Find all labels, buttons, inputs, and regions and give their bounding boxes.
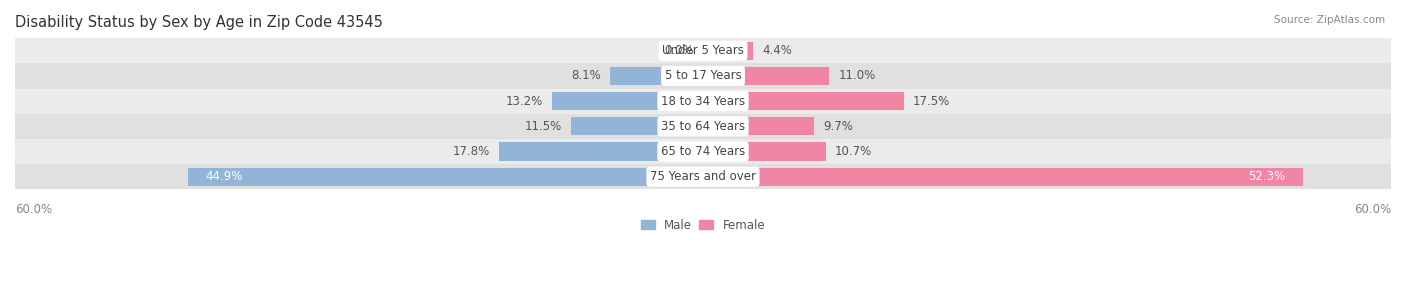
Text: 0.0%: 0.0% xyxy=(664,44,693,57)
Text: 75 Years and over: 75 Years and over xyxy=(650,170,756,183)
Text: Under 5 Years: Under 5 Years xyxy=(662,44,744,57)
Text: 11.5%: 11.5% xyxy=(524,120,562,133)
Bar xyxy=(551,92,703,110)
Text: 4.4%: 4.4% xyxy=(762,44,793,57)
Text: 65 to 74 Years: 65 to 74 Years xyxy=(661,145,745,158)
Text: 13.2%: 13.2% xyxy=(505,95,543,108)
Bar xyxy=(703,42,754,60)
Text: 18 to 34 Years: 18 to 34 Years xyxy=(661,95,745,108)
Text: 17.8%: 17.8% xyxy=(453,145,489,158)
Text: 44.9%: 44.9% xyxy=(205,170,243,183)
Bar xyxy=(703,117,814,135)
Text: 10.7%: 10.7% xyxy=(835,145,872,158)
Legend: Male, Female: Male, Female xyxy=(636,214,770,236)
Text: 52.3%: 52.3% xyxy=(1249,170,1285,183)
Bar xyxy=(15,63,1391,88)
Bar xyxy=(15,88,1391,114)
Bar xyxy=(188,168,703,186)
Text: 60.0%: 60.0% xyxy=(15,203,52,216)
Bar xyxy=(15,38,1391,63)
Text: 8.1%: 8.1% xyxy=(571,70,600,82)
Bar xyxy=(703,67,830,85)
Bar xyxy=(571,117,703,135)
Bar xyxy=(499,142,703,160)
Bar xyxy=(15,139,1391,164)
Text: 9.7%: 9.7% xyxy=(824,120,853,133)
Bar xyxy=(703,92,904,110)
Text: 60.0%: 60.0% xyxy=(1354,203,1391,216)
Text: Disability Status by Sex by Age in Zip Code 43545: Disability Status by Sex by Age in Zip C… xyxy=(15,15,382,30)
Bar xyxy=(15,114,1391,139)
Bar xyxy=(15,164,1391,189)
Bar xyxy=(703,142,825,160)
Text: 17.5%: 17.5% xyxy=(912,95,950,108)
Text: 5 to 17 Years: 5 to 17 Years xyxy=(665,70,741,82)
Text: 11.0%: 11.0% xyxy=(838,70,876,82)
Text: Source: ZipAtlas.com: Source: ZipAtlas.com xyxy=(1274,15,1385,25)
Text: 35 to 64 Years: 35 to 64 Years xyxy=(661,120,745,133)
Bar xyxy=(610,67,703,85)
Bar xyxy=(703,168,1303,186)
